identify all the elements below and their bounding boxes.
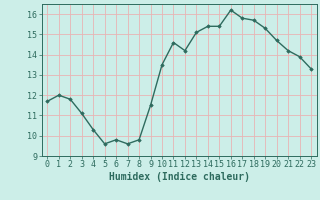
X-axis label: Humidex (Indice chaleur): Humidex (Indice chaleur) [109,172,250,182]
